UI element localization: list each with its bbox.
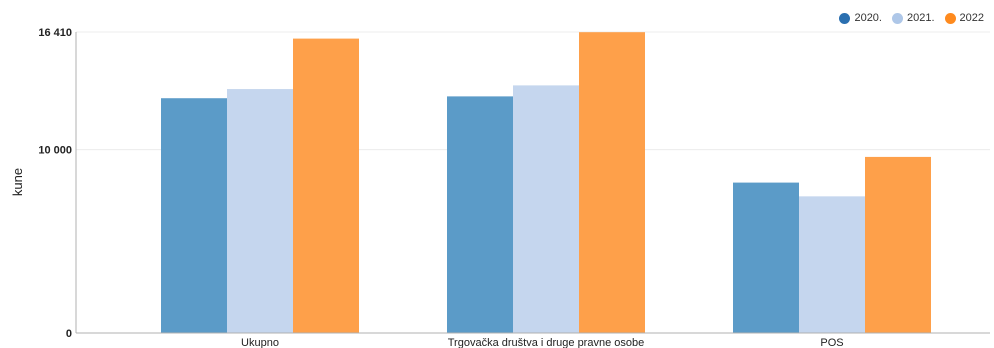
legend-label: 2020.	[854, 12, 882, 24]
y-tick-label: 0	[66, 328, 72, 340]
bar-3-series-1[interactable]	[733, 182, 799, 333]
bar-3-series-2[interactable]	[799, 196, 865, 333]
legend-marker-icon	[944, 12, 956, 24]
legend-label: 2022	[959, 12, 984, 24]
legend-marker-icon	[839, 12, 851, 24]
legend-label: 2021.	[906, 12, 935, 24]
bar-1-series-2[interactable]	[227, 89, 293, 333]
bar-2-series-1[interactable]	[447, 96, 513, 334]
y-axis-label: kune	[10, 168, 25, 196]
x-tick-label: Trgovačka društva i druge pravne osobe	[448, 337, 644, 348]
y-tick-labels: 0 10 000 16 410	[38, 27, 72, 340]
y-tick-label: 16 410	[38, 27, 72, 39]
bar-3-series-3[interactable]	[865, 156, 931, 333]
axes	[75, 32, 990, 334]
bars	[161, 32, 931, 334]
bar-2-series-2[interactable]	[513, 85, 579, 333]
legend-item[interactable]: 2022	[944, 12, 984, 24]
legend: 2020. 2021. 2022	[839, 12, 984, 24]
x-tick-label: Ukupno	[241, 337, 279, 348]
legend-item[interactable]: 2021.	[891, 12, 935, 24]
bar-1-series-3[interactable]	[293, 38, 359, 333]
bar-1-series-1[interactable]	[161, 98, 227, 333]
y-tick-label: 10 000	[38, 145, 72, 157]
legend-item[interactable]: 2020.	[839, 12, 882, 24]
bar-2-series-3[interactable]	[579, 32, 645, 334]
x-tick-labels: Ukupno Trgovačka društva i druge pravne o…	[241, 337, 844, 348]
legend-marker-icon	[891, 12, 903, 24]
x-tick-label: POS	[820, 337, 843, 348]
